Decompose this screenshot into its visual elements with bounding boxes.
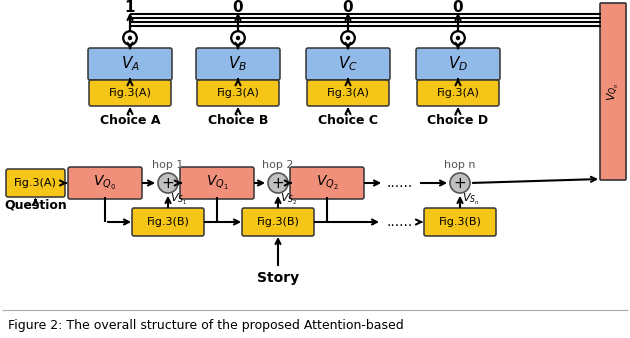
- Text: ·: ·: [235, 28, 241, 48]
- FancyBboxPatch shape: [89, 80, 171, 106]
- FancyBboxPatch shape: [196, 48, 280, 80]
- Text: Fig.3(A): Fig.3(A): [14, 178, 57, 188]
- Text: Choice A: Choice A: [100, 115, 160, 127]
- Text: Fig.3(A): Fig.3(A): [108, 88, 151, 98]
- Text: ·: ·: [455, 28, 461, 48]
- FancyBboxPatch shape: [180, 167, 254, 199]
- Circle shape: [346, 37, 350, 40]
- Circle shape: [236, 37, 239, 40]
- Text: ......: ......: [387, 176, 413, 190]
- Text: 0: 0: [232, 0, 243, 16]
- Text: 0: 0: [343, 0, 353, 16]
- FancyBboxPatch shape: [242, 208, 314, 236]
- Text: Fig.3(A): Fig.3(A): [326, 88, 369, 98]
- Text: $V_{S_2}$: $V_{S_2}$: [280, 191, 297, 207]
- FancyBboxPatch shape: [132, 208, 204, 236]
- Circle shape: [457, 37, 459, 40]
- Text: $V_{Q_2}$: $V_{Q_2}$: [316, 174, 338, 192]
- Circle shape: [158, 173, 178, 193]
- Text: hop 2: hop 2: [262, 160, 294, 170]
- Circle shape: [231, 31, 245, 45]
- Text: $V_{Q_1}$: $V_{Q_1}$: [205, 174, 228, 192]
- Text: +: +: [162, 175, 175, 191]
- Text: $V_A$: $V_A$: [120, 55, 139, 73]
- Text: $V_{S_n}$: $V_{S_n}$: [462, 191, 479, 207]
- Text: Fig.3(B): Fig.3(B): [256, 217, 299, 227]
- FancyBboxPatch shape: [290, 167, 364, 199]
- Text: $V_{Q_0}$: $V_{Q_0}$: [93, 174, 117, 192]
- Text: Figure 2: The overall structure of the proposed Attention-based: Figure 2: The overall structure of the p…: [8, 318, 404, 332]
- Text: Fig.3(A): Fig.3(A): [437, 88, 479, 98]
- Text: ·: ·: [127, 28, 133, 48]
- Text: Story: Story: [257, 271, 299, 285]
- Text: +: +: [454, 175, 466, 191]
- Text: Fig.3(B): Fig.3(B): [438, 217, 481, 227]
- Text: hop n: hop n: [444, 160, 476, 170]
- Circle shape: [129, 37, 132, 40]
- Text: +: +: [272, 175, 284, 191]
- Circle shape: [123, 31, 137, 45]
- Text: ·: ·: [345, 28, 351, 48]
- Text: Choice B: Choice B: [208, 115, 268, 127]
- FancyBboxPatch shape: [6, 169, 65, 197]
- Circle shape: [451, 31, 465, 45]
- FancyBboxPatch shape: [600, 3, 626, 180]
- Text: ......: ......: [387, 215, 413, 229]
- FancyBboxPatch shape: [424, 208, 496, 236]
- Text: Fig.3(B): Fig.3(B): [147, 217, 190, 227]
- Text: Fig.3(A): Fig.3(A): [217, 88, 260, 98]
- Text: Question: Question: [4, 198, 67, 212]
- Circle shape: [450, 173, 470, 193]
- FancyBboxPatch shape: [417, 80, 499, 106]
- Text: hop 1: hop 1: [152, 160, 184, 170]
- FancyBboxPatch shape: [306, 48, 390, 80]
- FancyBboxPatch shape: [416, 48, 500, 80]
- Text: $V_D$: $V_D$: [448, 55, 468, 73]
- Text: $V_B$: $V_B$: [229, 55, 248, 73]
- Text: Choice C: Choice C: [318, 115, 378, 127]
- Text: Choice D: Choice D: [427, 115, 488, 127]
- Circle shape: [341, 31, 355, 45]
- Text: $V_{Q_n}$: $V_{Q_n}$: [605, 82, 621, 101]
- FancyBboxPatch shape: [88, 48, 172, 80]
- FancyBboxPatch shape: [307, 80, 389, 106]
- FancyBboxPatch shape: [68, 167, 142, 199]
- Text: $V_C$: $V_C$: [338, 55, 358, 73]
- Text: 1: 1: [125, 0, 135, 16]
- FancyBboxPatch shape: [197, 80, 279, 106]
- Text: 0: 0: [453, 0, 463, 16]
- Circle shape: [268, 173, 288, 193]
- Text: $V_{S_1}$: $V_{S_1}$: [170, 191, 188, 207]
